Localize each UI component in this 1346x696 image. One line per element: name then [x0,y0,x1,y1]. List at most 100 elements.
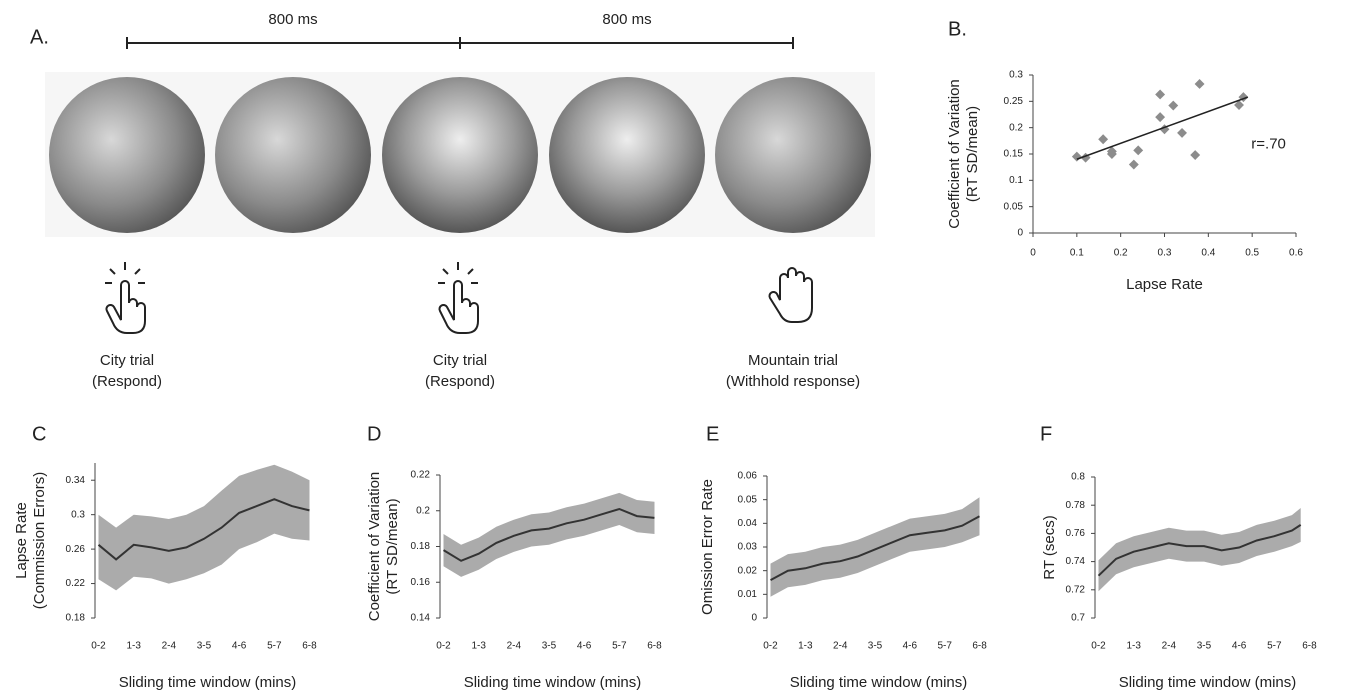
x-tick-label: 0.4 [1201,248,1215,259]
x-axis-label: Lapse Rate [1126,276,1203,293]
y-tick-label: 0.2 [416,505,430,516]
y-tick-label: 0.7 [1071,613,1085,624]
x-tick-label: 5-7 [1267,641,1282,652]
y-tick-label: 0.72 [1066,584,1086,595]
x-tick-label: 3-5 [542,641,557,652]
panel-label: C [32,423,46,445]
x-tick-label: 0.3 [1158,248,1172,259]
point [1098,134,1108,144]
error-band [771,497,980,596]
point [1195,79,1205,89]
error-band [1099,508,1301,591]
trend-line [1077,97,1248,159]
y-tick-label: 0.22 [411,470,431,481]
duration: 800 ms [268,11,317,28]
x-tick-label: 4-6 [903,641,918,652]
point [1190,150,1200,160]
y-tick-label: 0.1 [1009,175,1023,186]
x-tick-label: 3-5 [1197,641,1212,652]
y-tick-label: 0.03 [738,542,758,553]
y-tick-label: 0.16 [411,577,431,588]
y-axis-label: (RT SD/mean) [384,498,401,594]
trial-name: Mountain trial [748,352,838,369]
x-tick-label: 2-4 [1162,641,1177,652]
y-tick-label: 0.01 [738,589,758,600]
y-tick-label: 0.74 [1066,556,1086,567]
stop-hand-icon [769,268,812,322]
x-tick-label: 0.1 [1070,248,1084,259]
x-tick-label: 1-3 [1126,641,1141,652]
point [1133,145,1143,155]
panel-label: D [367,423,381,445]
y-tick-label: 0.76 [1066,528,1086,539]
panel-label: E [706,423,719,445]
trial-note: (Respond) [92,373,162,390]
stimulus-image [49,77,205,233]
x-axis-label: Sliding time window (mins) [119,674,297,691]
y-axis-label: (RT SD/mean) [964,106,981,202]
x-tick-label: 0 [1030,248,1036,259]
y-tick-label: 0.18 [66,613,86,624]
y-tick-label: 0.02 [738,565,758,576]
y-tick-label: 0.2 [1009,122,1023,133]
error-band [444,493,655,577]
panel-label: B. [948,18,967,40]
x-tick-label: 3-5 [197,641,212,652]
point [1072,152,1082,162]
panel-label: F [1040,423,1052,445]
figure: A. 800 ms 800 ms City trial (Respond) Ci… [0,0,1346,696]
y-axis-label: Coefficient of Variation [366,472,383,622]
x-tick-label: 0-2 [436,641,451,652]
trial-note: (Withhold response) [726,373,860,390]
x-tick-label: 1-3 [798,641,813,652]
y-axis-label: (Commission Errors) [31,472,48,610]
x-tick-label: 2-4 [162,641,177,652]
y-tick-label: 0.78 [1066,500,1086,511]
x-axis-label: Sliding time window (mins) [1119,674,1297,691]
x-tick-label: 1-3 [126,641,141,652]
stimulus-image [715,77,871,233]
x-tick-label: 0.5 [1245,248,1259,259]
x-tick-label: 4-6 [577,641,592,652]
y-tick-label: 0.25 [1004,96,1024,107]
y-tick-label: 0.06 [738,471,758,482]
y-tick-label: 0.14 [411,613,431,624]
y-tick-label: 0.05 [1004,201,1024,212]
y-tick-label: 0.15 [1004,149,1024,160]
x-tick-label: 3-5 [868,641,883,652]
point [1177,128,1187,138]
error-band [99,465,310,591]
x-axis-label: Sliding time window (mins) [790,674,968,691]
y-tick-label: 0.3 [1009,70,1023,81]
x-tick-label: 5-7 [937,641,952,652]
x-tick-label: 6-8 [1302,641,1317,652]
y-tick-label: 0.34 [66,475,86,486]
x-tick-label: 2-4 [507,641,522,652]
y-tick-label: 0.22 [66,578,86,589]
x-tick-label: 6-8 [972,641,987,652]
y-tick-label: 0.8 [1071,472,1085,483]
y-tick-label: 0.3 [71,509,85,520]
stimulus-image [215,77,371,233]
duration: 800 ms [602,11,651,28]
point [1129,160,1139,170]
x-tick-label: 0-2 [1091,641,1106,652]
panel-label: A. [30,26,49,48]
x-axis-label: Sliding time window (mins) [464,674,642,691]
x-tick-label: 4-6 [1232,641,1247,652]
stimulus-image [382,77,538,233]
x-tick-label: 2-4 [833,641,848,652]
x-tick-label: 0.6 [1289,248,1303,259]
y-tick-label: 0 [751,613,757,624]
y-axis-label: RT (secs) [1041,515,1058,579]
x-tick-label: 6-8 [647,641,662,652]
point [1155,112,1165,122]
x-tick-label: 0.2 [1114,248,1128,259]
point [1168,101,1178,111]
stimulus-image [549,77,705,233]
x-tick-label: 6-8 [302,641,317,652]
trial-name: City trial [433,352,487,369]
annotation: r=.70 [1251,135,1286,152]
trial-note: (Respond) [425,373,495,390]
y-axis-label: Lapse Rate [13,502,30,579]
